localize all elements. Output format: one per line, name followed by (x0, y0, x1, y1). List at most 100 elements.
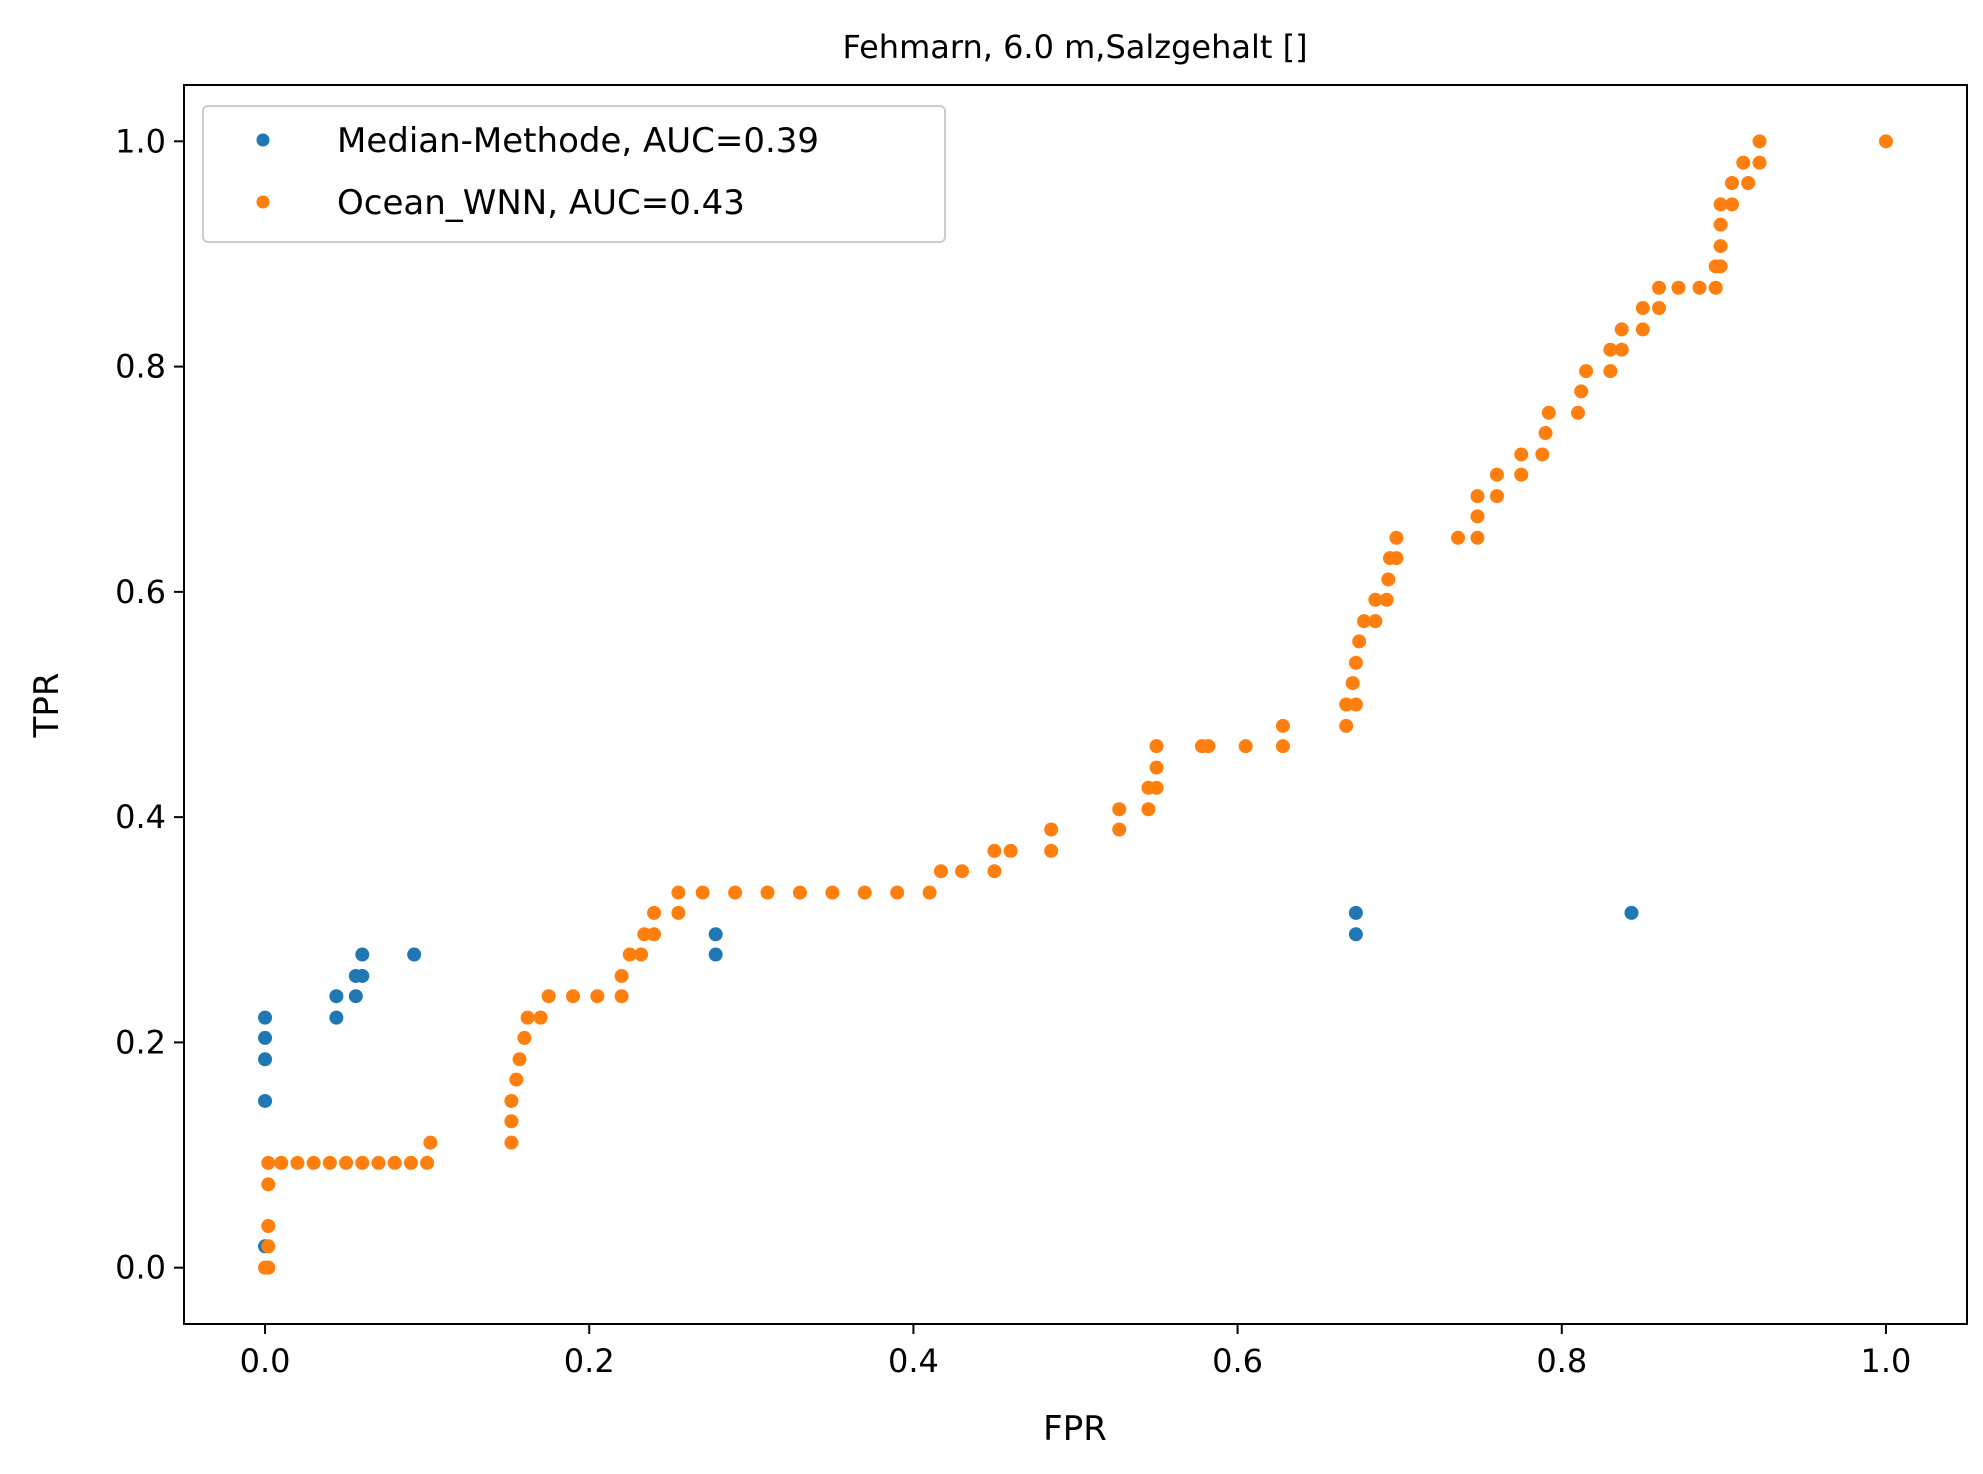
data-point (1603, 364, 1618, 379)
data-points (258, 134, 1893, 1275)
data-point (1574, 384, 1589, 399)
data-point (671, 905, 686, 920)
data-point (671, 885, 686, 900)
data-point (590, 989, 605, 1004)
data-point (1635, 322, 1650, 337)
data-point (1352, 634, 1367, 649)
data-point (1538, 426, 1553, 441)
data-point (541, 989, 556, 1004)
data-point (504, 1114, 519, 1129)
data-point (1470, 509, 1485, 524)
data-point (1275, 718, 1290, 733)
data-point (1149, 760, 1164, 775)
data-point (533, 1010, 548, 1025)
data-point (1348, 927, 1363, 942)
data-point (258, 1052, 273, 1067)
x-tick-label: 0.0 (240, 1342, 291, 1380)
y-tick-label: 0.4 (115, 798, 166, 836)
data-point (403, 1155, 418, 1170)
legend-marker-ocean-wnn (256, 195, 270, 209)
y-axis-label: TPR (27, 673, 67, 739)
data-point (1514, 447, 1529, 462)
data-point (1635, 301, 1650, 316)
chart-title: Fehmarn, 6.0 m,Salzgehalt [] (842, 28, 1307, 66)
data-point (1141, 802, 1156, 817)
x-tick-label: 0.8 (1536, 1342, 1587, 1380)
data-point (857, 885, 872, 900)
data-point (1389, 530, 1404, 545)
data-point (1149, 780, 1164, 795)
data-point (987, 864, 1002, 879)
data-point (622, 947, 637, 962)
data-point (423, 1135, 438, 1150)
data-point (1579, 364, 1594, 379)
data-point (1535, 447, 1550, 462)
data-point (695, 885, 710, 900)
data-point (1389, 551, 1404, 566)
series-ocean-wnn (258, 134, 1893, 1275)
data-point (355, 947, 370, 962)
data-point (1381, 572, 1396, 587)
data-point (933, 864, 948, 879)
data-point (760, 885, 775, 900)
data-point (1112, 822, 1127, 837)
data-point (1741, 175, 1756, 190)
data-point (329, 989, 344, 1004)
data-point (1752, 155, 1767, 170)
data-point (348, 989, 363, 1004)
legend-box (202, 105, 946, 243)
data-point (355, 968, 370, 983)
data-point (1692, 280, 1707, 295)
data-point (1652, 280, 1667, 295)
data-point (1713, 259, 1728, 274)
data-point (355, 1155, 370, 1170)
data-point (420, 1155, 435, 1170)
data-point (1339, 697, 1354, 712)
data-point (708, 947, 723, 962)
y-tick-label: 0.8 (115, 348, 166, 386)
data-point (339, 1155, 354, 1170)
data-point (1451, 530, 1466, 545)
data-point (1339, 718, 1354, 733)
data-point (1708, 280, 1723, 295)
data-point (1345, 676, 1360, 691)
data-point (258, 1030, 273, 1045)
data-point (1470, 530, 1485, 545)
data-point (261, 1219, 276, 1234)
data-point (306, 1155, 321, 1170)
data-point (1671, 280, 1686, 295)
data-point (1149, 739, 1164, 754)
data-point (1348, 697, 1363, 712)
data-point (634, 947, 649, 962)
y-tick-label: 0.0 (115, 1249, 166, 1287)
data-point (637, 927, 652, 942)
data-point (1878, 134, 1893, 149)
data-point (1368, 614, 1383, 629)
data-point (1489, 467, 1504, 482)
data-point (1713, 217, 1728, 232)
x-axis-label: FPR (1043, 1409, 1107, 1449)
data-point (258, 1093, 273, 1108)
y-axis: 0.0 0.2 0.4 0.6 0.8 1.0 (115, 122, 184, 1287)
data-point (509, 1072, 524, 1087)
data-point (1348, 655, 1363, 670)
data-point (1541, 405, 1556, 420)
data-point (1713, 197, 1728, 212)
x-tick-label: 0.6 (1212, 1342, 1263, 1380)
data-point (1357, 614, 1372, 629)
data-point (1514, 467, 1529, 482)
series-median-methode (258, 905, 1639, 1254)
data-point (512, 1052, 527, 1067)
y-tick-label: 1.0 (115, 122, 166, 160)
data-point (987, 843, 1002, 858)
data-point (520, 1010, 535, 1025)
data-point (1724, 197, 1739, 212)
legend-label-ocean-wnn: Ocean_WNN, AUC=0.43 (337, 183, 745, 223)
data-point (261, 1155, 276, 1170)
data-point (1652, 301, 1667, 316)
data-point (504, 1093, 519, 1108)
data-point (387, 1155, 402, 1170)
data-point (274, 1155, 289, 1170)
